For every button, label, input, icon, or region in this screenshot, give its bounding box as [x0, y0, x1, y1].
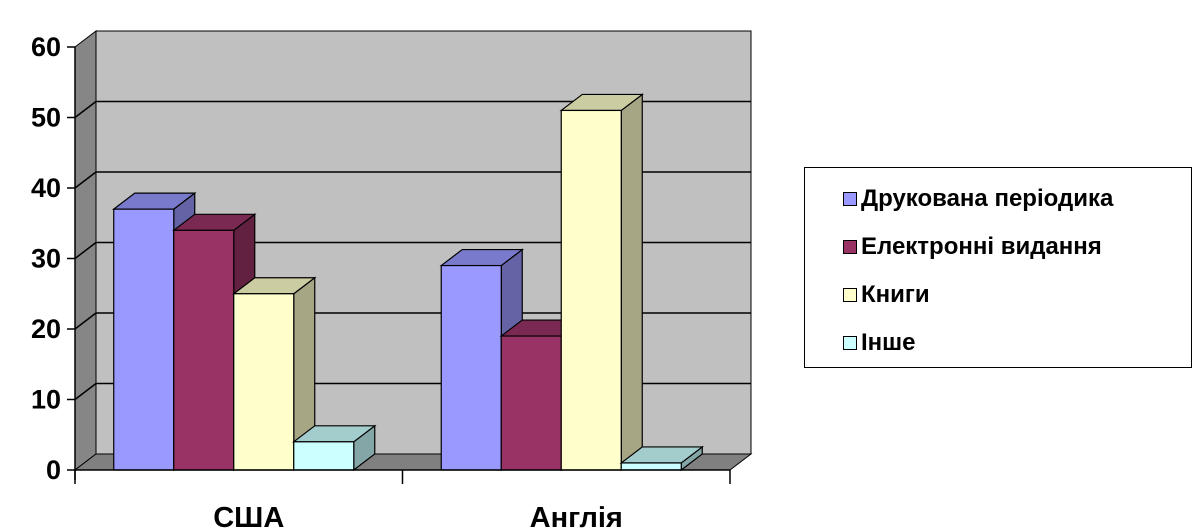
- legend-label: Друкована періодика: [861, 185, 1114, 212]
- legend-label: Книги: [861, 281, 930, 308]
- bar-front: [173, 229, 235, 471]
- bar-front: [560, 109, 622, 471]
- legend-swatch: [843, 192, 857, 206]
- bar-1-3: [619, 445, 705, 472]
- y-tick-label: 50: [31, 103, 61, 133]
- gridline-side: [74, 171, 97, 189]
- legend-swatch: [843, 288, 857, 302]
- bar-front: [620, 462, 682, 471]
- x-category-label: США: [213, 502, 284, 531]
- y-tick-label: 30: [31, 244, 61, 274]
- x-category-label: Англія: [530, 502, 623, 531]
- x-category-labels: США Англія: [213, 502, 623, 531]
- legend-label: Інше: [861, 329, 916, 356]
- gridline-side: [74, 312, 97, 330]
- gridline-side: [74, 241, 97, 260]
- bar-front: [233, 293, 295, 471]
- bar-front: [500, 335, 562, 471]
- legend-item-knyhy: Книги: [843, 281, 930, 309]
- y-tick-label: 10: [31, 385, 61, 415]
- y-tick-label: 60: [31, 32, 61, 62]
- y-tick-label: 40: [31, 173, 61, 203]
- bar-front: [113, 208, 175, 471]
- gridline-side: [74, 382, 97, 401]
- legend-swatch: [843, 240, 857, 254]
- bar-side: [620, 93, 643, 472]
- legend-swatch: [843, 336, 857, 350]
- legend-item-inshe: Інше: [843, 329, 916, 357]
- bar-front: [440, 264, 502, 471]
- y-tick-label: 20: [31, 314, 61, 344]
- bars: [111, 93, 705, 472]
- bar-front: [293, 441, 355, 471]
- legend: Друкована періодика Електронні видання К…: [804, 167, 1192, 368]
- y-tick-labels: 0 10 20 30 40 50 60: [31, 32, 61, 485]
- bar-0-3: [291, 424, 377, 472]
- bar-1-2: [559, 93, 645, 472]
- axes: [67, 46, 731, 484]
- gridline-side: [74, 100, 97, 119]
- legend-item-druk: Друкована періодика: [843, 185, 1113, 213]
- y-tick-label: 0: [46, 455, 61, 485]
- legend-label: Електронні видання: [861, 233, 1102, 260]
- legend-item-elektr: Електронні видання: [843, 233, 1102, 261]
- bar-0-2: [231, 276, 317, 472]
